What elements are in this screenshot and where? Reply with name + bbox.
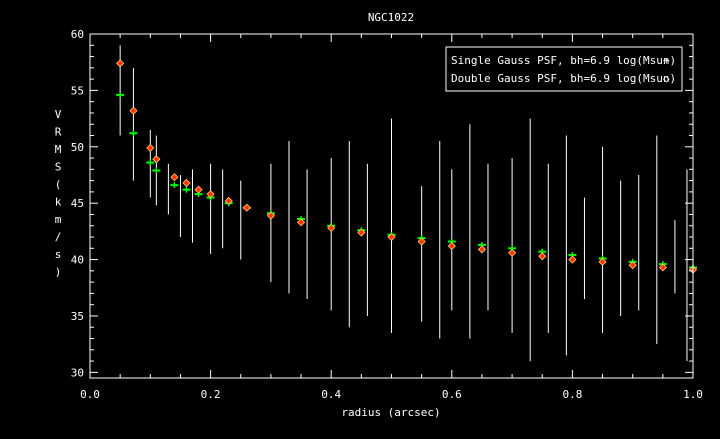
chart-title: NGC1022 [368,11,414,24]
y-tick-label: 50 [71,141,84,154]
point-single [116,91,125,98]
point-double [129,106,138,115]
legend-marker-single: + [663,54,670,67]
point-double [447,241,456,251]
y-axis-label-char: V [55,108,62,121]
point-single [129,130,138,137]
y-axis: 30 35 40 45 50 55 60 [71,28,693,379]
x-axis: 0.0 0.2 0.4 0.6 0.8 1.0 [80,34,703,401]
point-double [387,232,396,242]
point-double [417,237,426,246]
point-double [146,143,155,152]
point-single [146,159,155,166]
y-axis-label-char: M [55,143,62,156]
x-tick-label: 1.0 [683,388,703,401]
point-single [170,182,179,189]
point-double [658,263,667,272]
y-tick-label: 40 [71,254,84,267]
x-tick-label: 0.0 [80,388,100,401]
y-tick-label: 35 [71,310,84,323]
point-double [568,255,577,264]
point-double [296,218,306,227]
point-double [152,155,161,164]
y-axis-label-char: / [55,231,62,244]
point-double [508,248,517,257]
point-double [224,196,233,205]
point-double [242,203,251,212]
point-double [628,261,637,270]
point-double [477,245,487,254]
legend-marker-double: ◇ [663,72,670,85]
x-tick-label: 0.8 [562,388,582,401]
point-double [116,59,125,68]
x-tick-label: 0.2 [201,388,221,401]
y-axis-label-char: m [55,213,62,226]
y-axis-label-char: S [55,161,62,174]
point-single [182,186,191,193]
point-double [327,223,336,233]
point-double [538,252,547,261]
y-tick-label: 55 [71,84,84,97]
point-double [206,190,215,199]
y-tick-label: 60 [71,28,84,41]
y-axis-label-char: R [55,126,62,139]
y-axis-label-char: s [55,248,62,261]
x-axis-label: radius (arcsec) [341,406,440,419]
legend-box [445,46,683,92]
x-tick-label: 0.4 [321,388,341,401]
errorbar-layer [119,45,688,362]
y-axis-label-char: k [55,196,62,209]
x-tick-label: 0.6 [442,388,462,401]
y-tick-label: 45 [71,197,84,210]
point-double [182,178,191,187]
point-double [266,211,275,220]
y-axis-label-char: ( [55,178,62,191]
point-double [194,185,203,194]
y-axis-label-char: ) [55,266,62,279]
point-double [357,228,366,237]
y-tick-label: 30 [71,366,84,379]
legend-entry-double: Double Gauss PSF, bh=6.9 log(Msun) [451,72,676,85]
point-double [598,257,607,266]
legend-entry-single: Single Gauss PSF, bh=6.9 log(Msun) [451,54,676,67]
legend: Single Gauss PSF, bh=6.9 log(Msun) Doubl… [445,46,683,92]
point-single [152,167,161,174]
series-layer [116,59,698,274]
point-double [170,173,179,182]
